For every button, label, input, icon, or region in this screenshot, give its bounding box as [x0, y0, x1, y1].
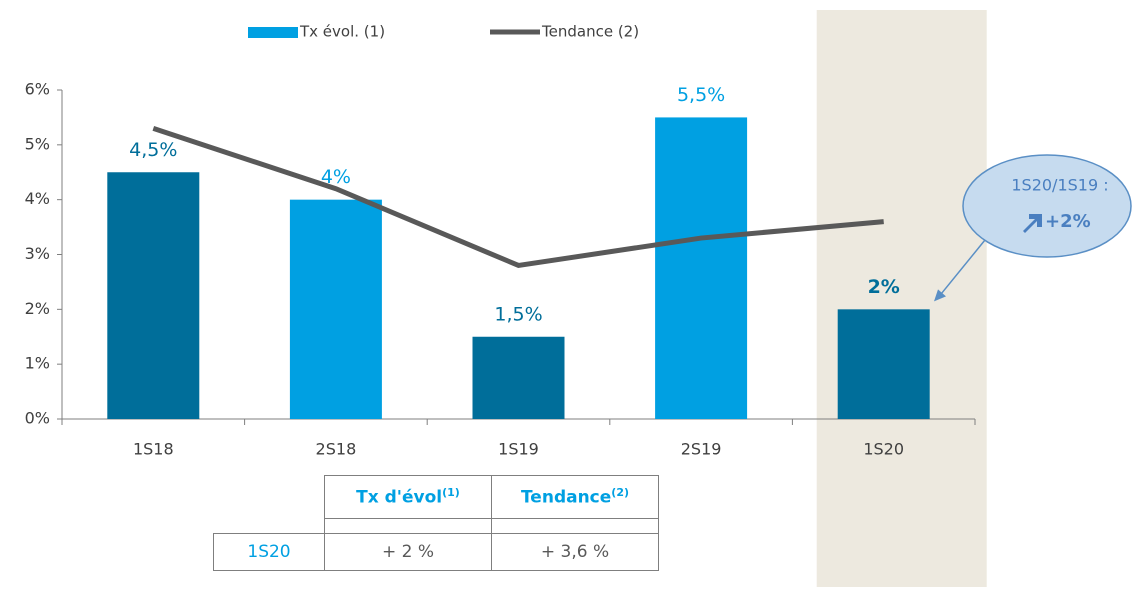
- value-label: 1,5%: [494, 303, 542, 325]
- callout-bubble: [962, 154, 1132, 258]
- bar: [107, 172, 200, 419]
- callout-arrow: [939, 239, 986, 296]
- spacer: [214, 519, 325, 534]
- value-label: 2%: [868, 276, 900, 298]
- y-tick-label: 5%: [25, 134, 50, 153]
- legend-swatch: [248, 27, 298, 38]
- up-arrow-icon: [1023, 214, 1042, 233]
- header-text: Tendance: [520, 487, 612, 508]
- x-tick-label: 1S18: [133, 440, 174, 459]
- x-tick-label: 2S18: [316, 440, 357, 459]
- table-cell: + 2 %: [324, 533, 492, 571]
- callout-text: +2%: [1045, 211, 1091, 232]
- row-label: 1S20: [213, 533, 325, 571]
- table-header: Tx d'évol(1): [324, 475, 492, 519]
- header-sup: (2): [611, 486, 630, 500]
- trend-line: [152, 126, 884, 269]
- table-header: Tendance(2): [491, 475, 659, 519]
- bar: [837, 309, 930, 419]
- x-tick-label: 1S20: [863, 440, 904, 459]
- legend-label: Tx évol. (1): [299, 23, 385, 41]
- bar: [655, 117, 748, 420]
- header-sup: (1): [442, 486, 460, 500]
- y-tick-label: 1%: [25, 354, 50, 373]
- value-label: 4%: [321, 166, 351, 188]
- value-label: 4,5%: [129, 139, 177, 161]
- bar: [289, 199, 382, 419]
- table-cell: + 3,6 %: [491, 533, 659, 571]
- highlight-band: [816, 10, 987, 587]
- y-tick-label: 0%: [25, 409, 50, 428]
- spacer: [491, 518, 659, 534]
- callout-line1: 1S20/1S19 :: [1011, 176, 1108, 195]
- spacer: [324, 518, 492, 534]
- y-tick-label: 6%: [25, 80, 50, 99]
- callout-arrowhead: [934, 289, 946, 302]
- x-tick-label: 1S19: [498, 440, 539, 459]
- bar: [472, 336, 565, 419]
- y-tick-label: 2%: [25, 299, 50, 318]
- summary-table: Tx d'évol(1) Tendance(2) 1S20 + 2 % + 3,…: [213, 475, 659, 571]
- value-label: 5,5%: [677, 84, 725, 106]
- y-tick-label: 4%: [25, 189, 50, 208]
- header-text: Tx d'évol: [356, 487, 443, 508]
- y-tick-label: 3%: [25, 244, 50, 263]
- x-tick-label: 2S19: [681, 440, 722, 459]
- blank-cell: [214, 476, 325, 519]
- legend-label: Tendance (2): [541, 23, 639, 41]
